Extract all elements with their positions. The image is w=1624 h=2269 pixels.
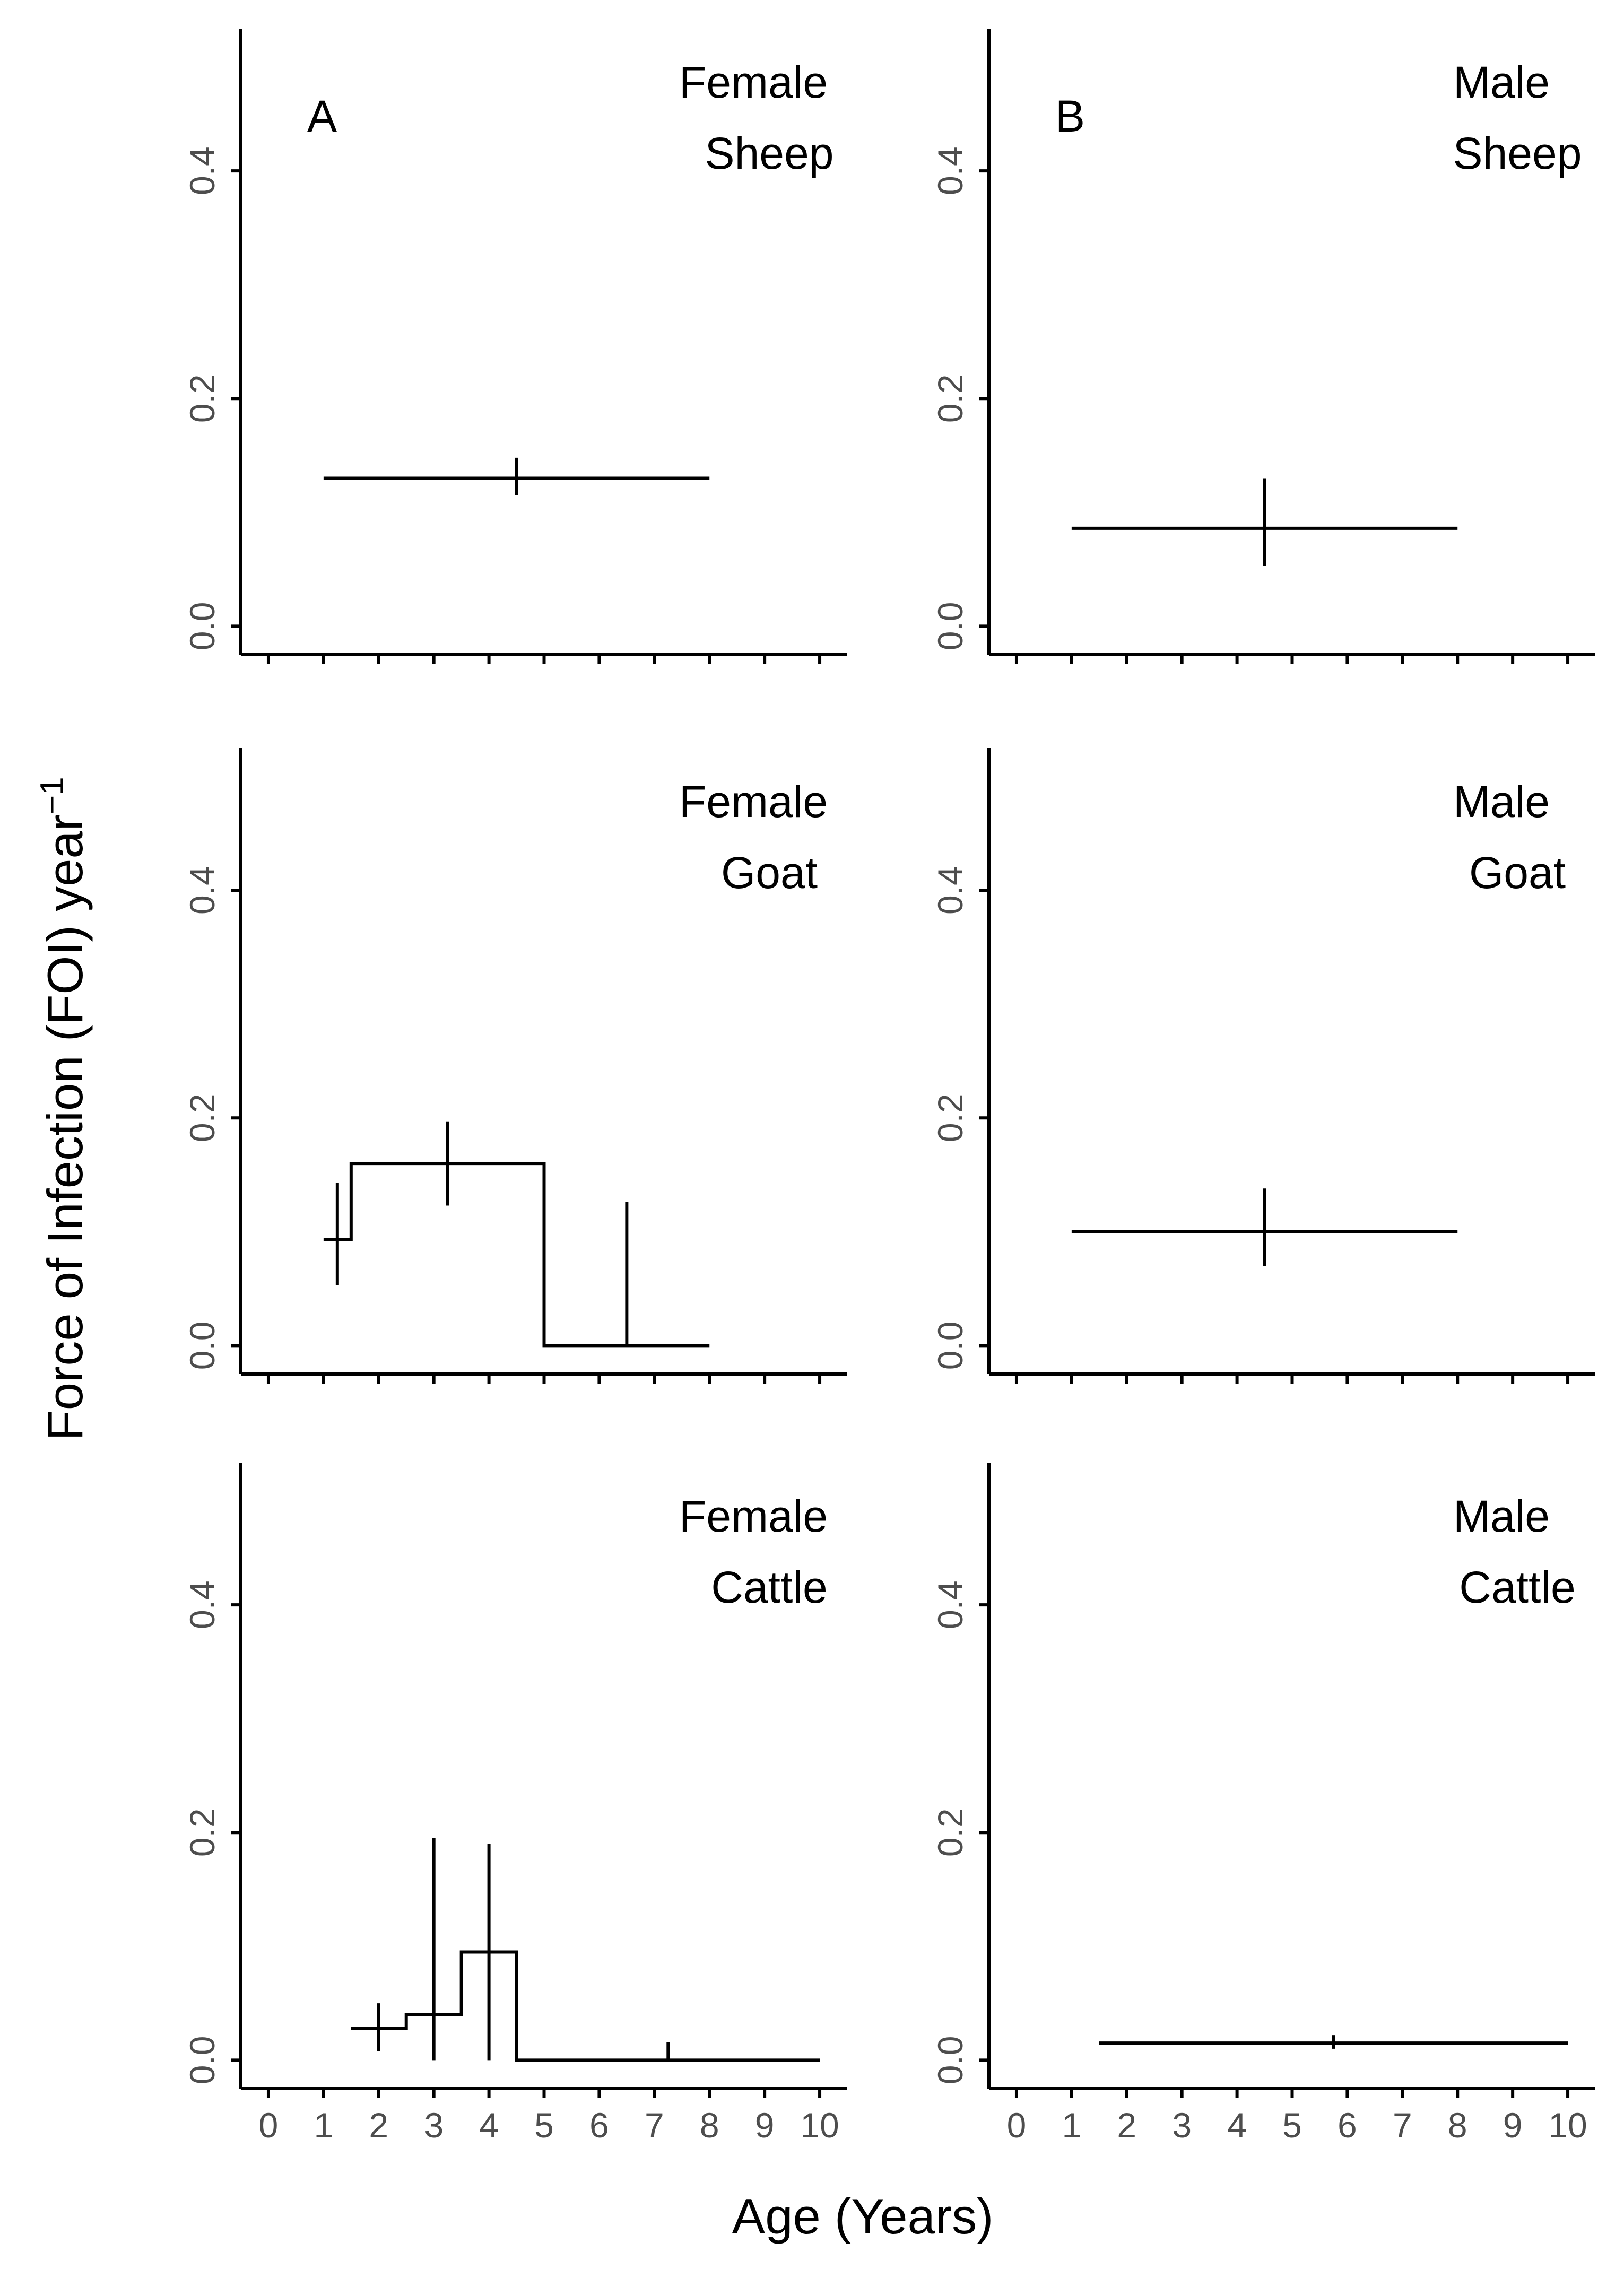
panel-species-label: Sheep xyxy=(705,128,834,178)
panel-letter: A xyxy=(307,91,337,141)
panel-sex-label: Male xyxy=(1453,57,1550,107)
x-axis-title: Age (Years) xyxy=(732,2188,994,2244)
panel-species-label: Cattle xyxy=(1459,1562,1575,1612)
y-tick-label: 0.2 xyxy=(183,1808,222,1857)
y-tick-label: 0.0 xyxy=(931,602,970,650)
y-tick-label: 0.2 xyxy=(183,374,222,423)
panel-sex-label: Male xyxy=(1453,1491,1550,1541)
x-tick-label: 7 xyxy=(1393,2106,1412,2145)
panel-letter: B xyxy=(1055,91,1085,141)
x-tick-label: 0 xyxy=(1007,2106,1027,2145)
panel-species-label: Cattle xyxy=(711,1562,827,1612)
foi-step-line xyxy=(351,1950,820,2062)
y-tick-label: 0.0 xyxy=(183,2036,222,2084)
y-tick-label: 0.2 xyxy=(931,1093,970,1142)
x-tick-label: 5 xyxy=(1282,2106,1302,2145)
panel-species-label: Goat xyxy=(721,848,818,898)
x-tick-label: 4 xyxy=(479,2106,499,2145)
panel-female-cattle: 0.0 0.2 0.4 0 1 2 3 4 5 6 7 8 9 10 Female Cattle xyxy=(183,1463,847,2145)
x-tick-label: 2 xyxy=(369,2106,388,2145)
y-tick-label: 0.0 xyxy=(183,602,222,650)
x-tick-label: 8 xyxy=(700,2106,719,2145)
panel-female-goat: 0.0 0.2 0.4 Female Goat xyxy=(183,748,847,1384)
x-tick-label: 5 xyxy=(534,2106,554,2145)
y-tick-label: 0.4 xyxy=(183,1580,222,1629)
panel-male-sheep: 0.0 0.2 0.4 B Male Sheep xyxy=(931,29,1595,664)
panel-female-sheep: 0.0 0.2 0.4 A Female Sheep xyxy=(183,29,847,664)
panel-grid: 0.0 0.2 0.4 A Female Sheep 0.0 0.2 0.4 B Male Sheep… xyxy=(183,29,1595,2145)
x-tick-label: 1 xyxy=(314,2106,334,2145)
panel-sex-label: Female xyxy=(679,777,828,827)
panel-sex-label: Female xyxy=(679,1491,828,1541)
y-tick-label: 0.4 xyxy=(183,146,222,195)
x-tick-label: 10 xyxy=(800,2106,839,2145)
y-tick-label: 0.4 xyxy=(183,866,222,915)
y-tick-label: 0.2 xyxy=(931,1808,970,1857)
y-tick-label: 0.0 xyxy=(931,2036,970,2084)
x-tick-label: 0 xyxy=(259,2106,279,2145)
panel-male-goat: 0.0 0.2 0.4 Male Goat xyxy=(931,748,1595,1384)
x-tick-label: 9 xyxy=(755,2106,775,2145)
panel-male-cattle: 0.0 0.2 0.4 0 1 2 3 4 5 6 7 8 9 10 Male Cattle xyxy=(931,1463,1595,2145)
y-tick-label: 0.2 xyxy=(183,1093,222,1142)
x-tick-label: 2 xyxy=(1117,2106,1136,2145)
y-axis-title-text: Force of Infection (FOI) year xyxy=(37,814,93,1441)
x-tick-label: 3 xyxy=(424,2106,444,2145)
x-tick-label: 9 xyxy=(1503,2106,1523,2145)
x-tick-label: 4 xyxy=(1227,2106,1247,2145)
x-tick-label: 1 xyxy=(1062,2106,1082,2145)
x-tick-label: 6 xyxy=(589,2106,609,2145)
y-axis-title: Force of Infection (FOI) year−1 xyxy=(34,777,93,1440)
x-tick-label: 6 xyxy=(1338,2106,1357,2145)
y-tick-label: 0.4 xyxy=(931,1580,970,1629)
panel-species-label: Sheep xyxy=(1453,128,1582,178)
y-tick-label: 0.0 xyxy=(931,1321,970,1370)
y-axis-title-superscript: −1 xyxy=(34,777,71,814)
x-tick-label: 10 xyxy=(1548,2106,1587,2145)
panel-species-label: Goat xyxy=(1469,848,1566,898)
x-tick-label: 3 xyxy=(1172,2106,1192,2145)
y-tick-label: 0.0 xyxy=(183,1321,222,1370)
y-tick-label: 0.4 xyxy=(931,146,970,195)
panel-sex-label: Male xyxy=(1453,777,1550,827)
x-tick-label: 8 xyxy=(1448,2106,1467,2145)
panel-sex-label: Female xyxy=(679,57,828,107)
y-tick-label: 0.4 xyxy=(931,866,970,915)
y-tick-label: 0.2 xyxy=(931,374,970,423)
x-tick-label: 7 xyxy=(645,2106,664,2145)
